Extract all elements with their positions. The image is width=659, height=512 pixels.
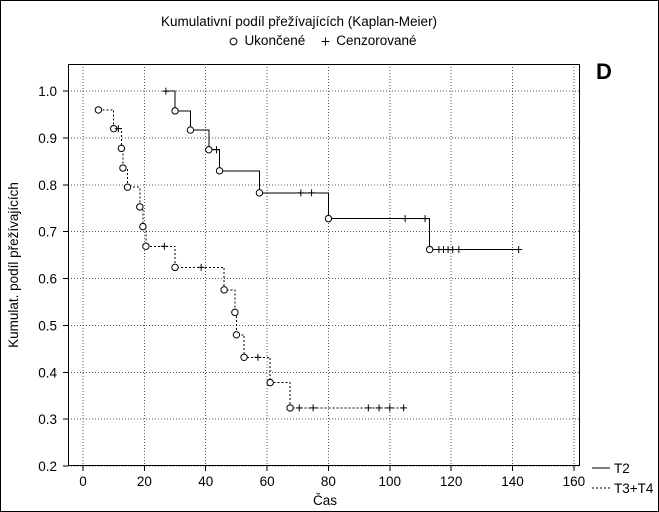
legend-item: T3+T4 (592, 481, 654, 496)
event-marker (123, 183, 132, 191)
event-marker (231, 308, 239, 317)
event-marker (142, 242, 150, 250)
censored-marker (309, 404, 317, 412)
x-tick-label: 20 (137, 474, 152, 489)
y-tick-label: 0.9 (38, 131, 57, 146)
censored-marker (308, 189, 316, 197)
event-marker (266, 378, 274, 387)
marker-legend: Ukončené Cenzorované (0, 33, 646, 49)
censored-marker (386, 404, 394, 412)
y-axis-title: Kumulat. podíl přežívajících (6, 182, 21, 348)
y-tick-label: 0.6 (38, 272, 57, 287)
censored-marker (401, 215, 409, 223)
censored-marker (114, 125, 122, 133)
plus-marker-icon (321, 37, 330, 45)
series-legend: T2 T3+T4 (592, 461, 654, 496)
y-tick-label: 1.0 (38, 84, 57, 99)
series-1 (94, 106, 408, 412)
censored-marker (254, 353, 262, 361)
event-marker (94, 106, 103, 114)
event-marker (220, 286, 228, 294)
y-tick-label: 0.2 (38, 459, 57, 474)
axis-tick-labels: 0 20 40 60 80 100 120 140 160 0.2 0.3 0.4 0.5 0.6 0.7 0… (38, 84, 585, 489)
x-tick-label: 0 (79, 474, 87, 489)
censored-marker (449, 246, 457, 254)
circle-marker-icon (230, 37, 238, 45)
event-marker (171, 263, 179, 272)
x-tick-label: 60 (260, 474, 275, 489)
censored-marker (212, 146, 220, 154)
event-marker (119, 164, 127, 172)
survival-curves (94, 87, 523, 412)
x-tick-label: 80 (321, 474, 336, 489)
event-marker (215, 167, 224, 175)
event-marker (117, 144, 126, 153)
plot-area (68, 64, 580, 466)
x-axis-title: Čas (313, 493, 337, 508)
censored-marker (515, 246, 523, 254)
censored-marker-label: Cenzorované (336, 33, 417, 48)
legend-item: T2 (592, 461, 630, 476)
y-tick-label: 0.5 (38, 318, 57, 333)
y-tick-label: 0.4 (38, 365, 57, 380)
y-tick-label: 0.8 (38, 178, 57, 193)
censored-marker (400, 404, 408, 412)
event-marker (186, 126, 195, 134)
event-marker (139, 222, 147, 231)
censored-marker (375, 404, 383, 412)
chart-title: Kumulativní podíl přežívajících (Kaplan-… (160, 14, 438, 29)
event-marker (171, 107, 179, 115)
censored-marker (421, 215, 429, 223)
y-tick-label: 0.7 (38, 225, 57, 240)
legend-label: T2 (614, 461, 630, 476)
event-marker (232, 331, 241, 339)
x-tick-label: 160 (563, 474, 586, 489)
event-marker (136, 203, 144, 211)
censored-marker (297, 189, 305, 197)
x-tick-label: 40 (198, 474, 213, 489)
panel-label: D (596, 59, 612, 84)
event-marker (240, 353, 248, 362)
axis-ticks (63, 90, 575, 471)
gridlines (68, 64, 580, 467)
censored-marker (455, 246, 463, 254)
censored-marker (162, 87, 170, 95)
event-marker (255, 189, 264, 197)
series-0 (162, 87, 523, 254)
event-marker (205, 146, 213, 154)
censored-marker (295, 404, 303, 412)
event-marker (324, 214, 333, 223)
x-tick-label: 140 (501, 474, 524, 489)
x-tick-label: 120 (440, 474, 463, 489)
censored-marker (197, 263, 205, 271)
y-tick-label: 0.3 (38, 412, 57, 427)
event-marker-label: Ukončené (244, 33, 306, 48)
event-marker (425, 245, 434, 254)
censored-marker (364, 404, 372, 412)
legend-label: T3+T4 (614, 481, 654, 496)
x-tick-label: 100 (379, 474, 402, 489)
censored-marker (160, 242, 168, 250)
event-marker (286, 404, 294, 412)
